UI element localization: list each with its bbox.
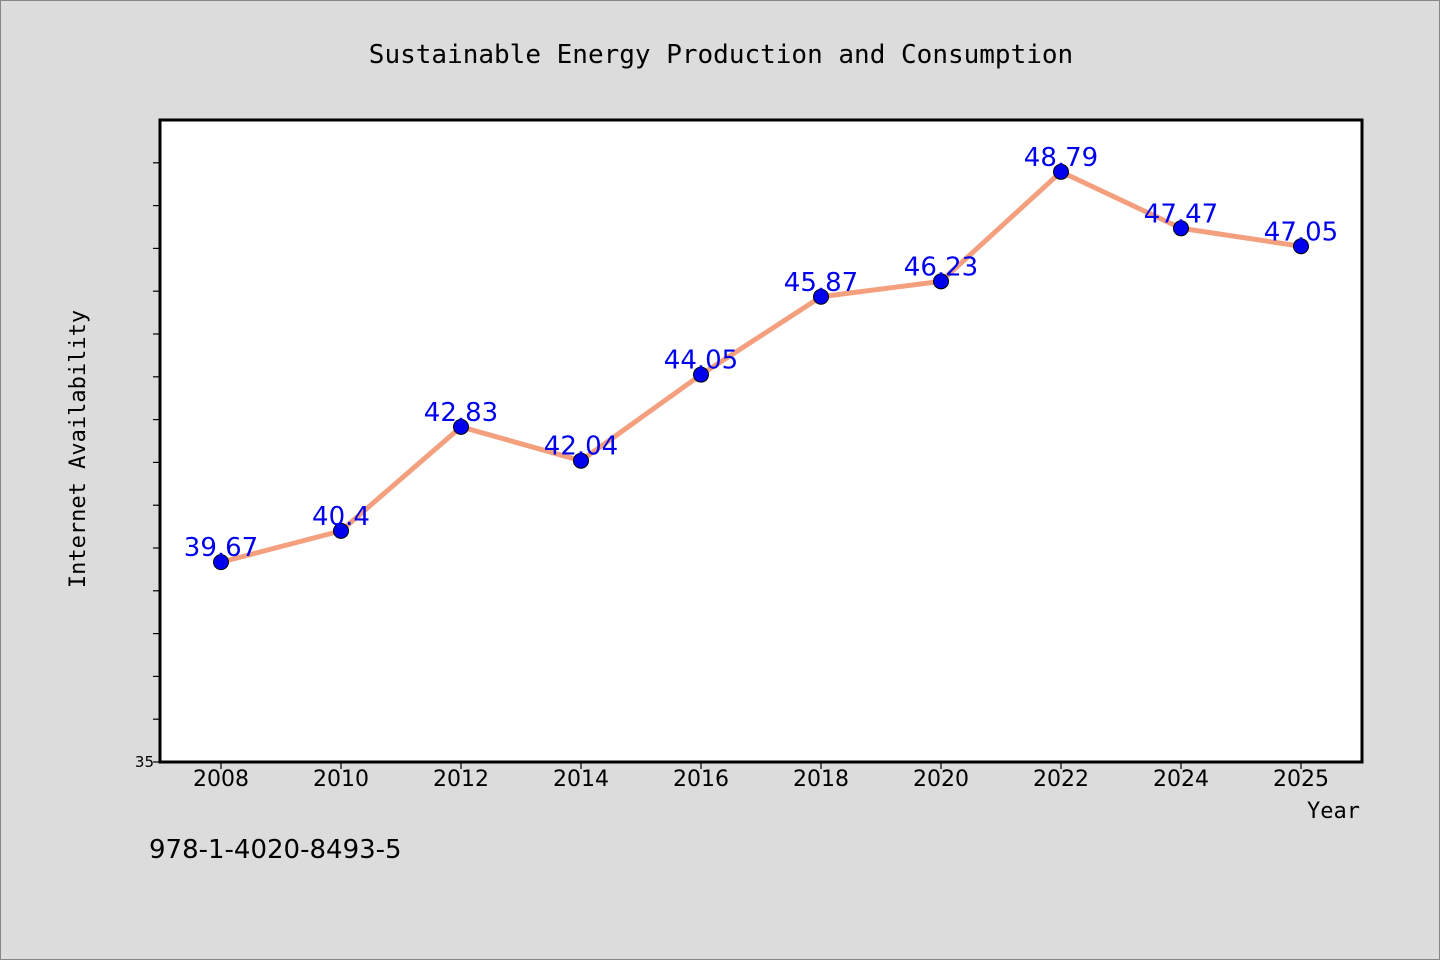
x-tick-label: 2012: [433, 767, 489, 792]
x-tick-label: 2022: [1033, 767, 1089, 792]
data-points: [213, 163, 1309, 571]
x-axis-title: Year: [1307, 799, 1360, 824]
x-axis-ticks: 2008 2010 2012 2014 2016 2018 2020 2022 2024 2025: [193, 762, 1329, 792]
chart-title: Sustainable Energy Production and Consum…: [369, 40, 1073, 70]
data-point: [813, 288, 829, 305]
data-point: [453, 418, 469, 435]
x-tick-label: 2014: [553, 767, 609, 792]
x-tick-label: 2010: [313, 767, 369, 792]
data-point: [1293, 238, 1309, 255]
data-label: 46.23: [904, 252, 978, 282]
data-label: 48.79: [1024, 143, 1098, 173]
data-label: 47.05: [1264, 217, 1338, 247]
data-label: 47.47: [1144, 199, 1218, 229]
data-label: 42.83: [424, 398, 498, 428]
data-point: [1053, 163, 1069, 180]
isbn-footer: 978-1-4020-8493-5: [149, 835, 402, 865]
x-tick-label: 2018: [793, 767, 849, 792]
data-label: 44.05: [664, 346, 738, 376]
x-tick-label: 2016: [673, 767, 729, 792]
x-tick-label: 2008: [193, 767, 249, 792]
y-axis-title: Internet Availability: [66, 310, 91, 588]
series-line: [218, 169, 1304, 565]
plot-area: [158, 118, 1364, 764]
y-axis-ticks: 35: [135, 162, 160, 771]
data-label: 45.87: [784, 268, 858, 298]
x-tick-label: 2020: [913, 767, 969, 792]
x-tick-label: 2025: [1273, 767, 1329, 792]
data-point: [213, 554, 229, 571]
data-label: 40.4: [312, 502, 370, 532]
data-point: [933, 273, 949, 290]
data-point: [693, 366, 709, 383]
data-label: 42.04: [544, 432, 618, 462]
data-labels: 39.67 40.4 42.83 42.04 44.05 45.87 46.23 48.79 4…: [184, 143, 1338, 563]
data-point: [573, 452, 589, 469]
data-label: 39.67: [184, 533, 258, 563]
data-point: [1173, 220, 1189, 237]
series-line-group: [218, 169, 1304, 565]
data-point: [333, 522, 349, 539]
x-tick-label: 2024: [1153, 767, 1209, 792]
y-tick-label: 35: [135, 753, 154, 771]
